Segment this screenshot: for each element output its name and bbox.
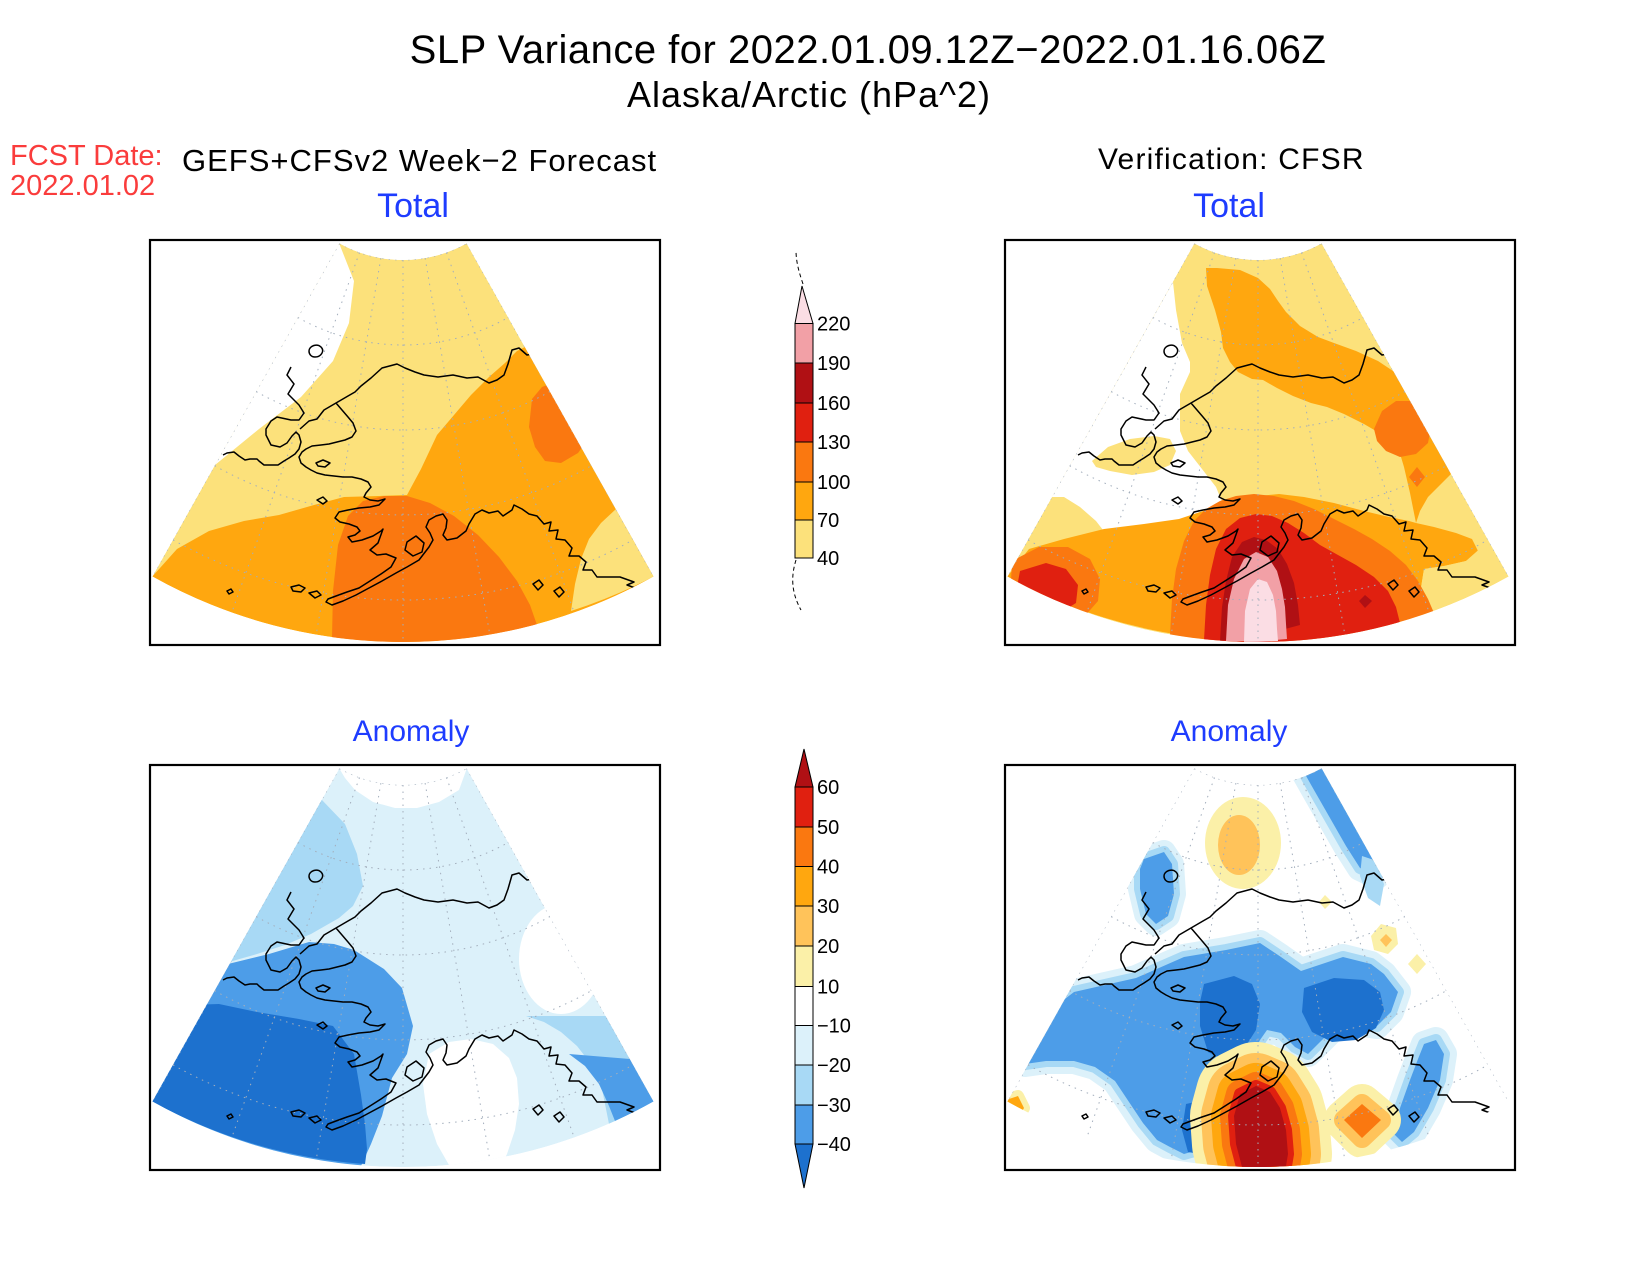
svg-text:60: 60 xyxy=(817,777,839,799)
svg-text:FCST Date:: FCST Date: xyxy=(10,140,163,172)
svg-text:SLP Variance for 2022.01.09.12: SLP Variance for 2022.01.09.12Z−2022.01.… xyxy=(410,28,1327,72)
svg-text:30: 30 xyxy=(817,896,839,918)
svg-text:Total: Total xyxy=(1193,187,1265,225)
svg-text:2022.01.02: 2022.01.02 xyxy=(10,170,155,202)
svg-text:20: 20 xyxy=(817,936,839,958)
svg-text:Total: Total xyxy=(377,187,449,225)
svg-text:50: 50 xyxy=(817,817,839,839)
svg-text:40: 40 xyxy=(817,857,839,879)
svg-text:130: 130 xyxy=(817,432,850,454)
svg-text:190: 190 xyxy=(817,353,850,375)
svg-text:GEFS+CFSv2 Week−2 Forecast: GEFS+CFSv2 Week−2 Forecast xyxy=(182,143,657,178)
svg-text:−20: −20 xyxy=(817,1055,851,1077)
svg-text:220: 220 xyxy=(817,314,850,336)
svg-text:Alaska/Arctic (hPa^2): Alaska/Arctic (hPa^2) xyxy=(627,74,991,115)
svg-text:−30: −30 xyxy=(817,1095,851,1117)
svg-text:−40: −40 xyxy=(817,1134,851,1156)
svg-text:Anomaly: Anomaly xyxy=(1171,715,1288,748)
svg-text:−10: −10 xyxy=(817,1016,851,1038)
svg-text:70: 70 xyxy=(817,510,839,532)
svg-text:10: 10 xyxy=(817,977,839,999)
svg-text:Anomaly: Anomaly xyxy=(353,715,470,748)
svg-text:Verification: CFSR: Verification: CFSR xyxy=(1098,143,1365,176)
svg-text:40: 40 xyxy=(817,548,839,570)
svg-text:160: 160 xyxy=(817,393,850,415)
svg-text:100: 100 xyxy=(817,472,850,494)
